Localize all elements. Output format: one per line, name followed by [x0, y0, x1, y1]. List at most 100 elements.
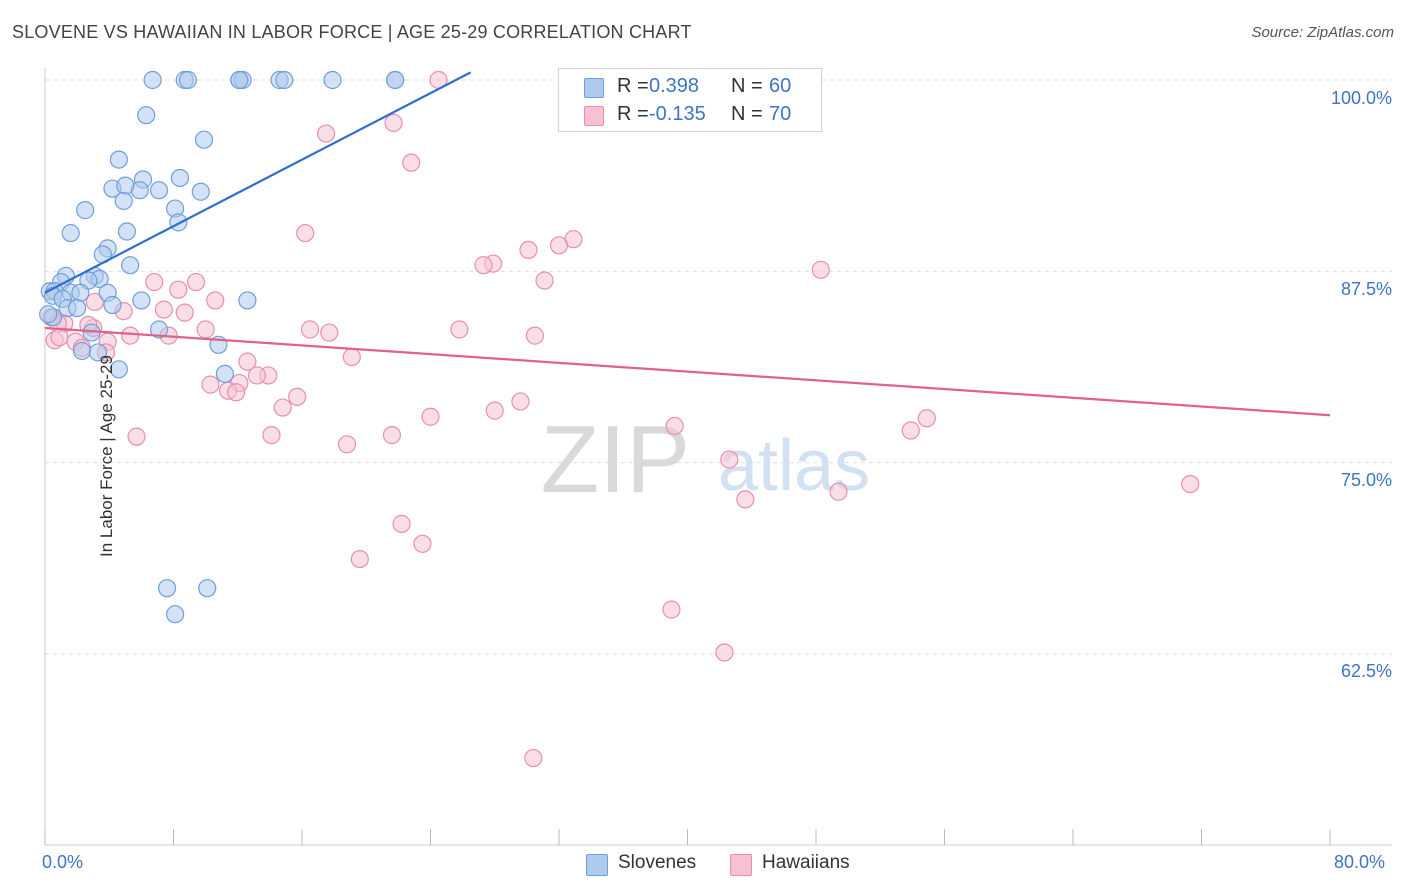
slovenes-point	[386, 70, 405, 90]
hawaiians-point	[300, 320, 320, 339]
hawaiians-point	[384, 113, 403, 132]
hawaiians-point	[450, 320, 469, 339]
hawaiians-point	[917, 409, 936, 428]
slovenes-point	[114, 191, 133, 211]
hawaiians-point	[206, 291, 225, 310]
bottom-legend-label-hawaiians: Hawaiians	[762, 852, 850, 873]
legend-row-slovenes: R = 0.398 N = 60	[559, 71, 821, 101]
slovenes-point	[109, 150, 128, 169]
slovenes-point	[215, 364, 234, 383]
hawaiians-point	[350, 549, 369, 569]
hawaiians-point	[247, 366, 267, 385]
hawaiians-trend-line	[44, 326, 1331, 417]
hawaiians-point	[519, 240, 538, 260]
slovenes-point	[323, 70, 342, 90]
hawaiians-point	[288, 387, 307, 406]
hawaiians-point	[154, 300, 173, 319]
hawaiians-point	[402, 153, 421, 172]
legend-n-label: N =	[731, 103, 763, 125]
hawaiians-point	[511, 392, 530, 411]
hawaiians-point	[342, 347, 361, 367]
hawaiians-point	[715, 643, 734, 662]
slovenes-point	[166, 605, 185, 624]
x-tick-label-max: 80.0%	[1334, 852, 1386, 872]
legend-r-value: 0.398	[649, 75, 700, 97]
slovenes-point	[117, 222, 137, 241]
legend-n-label: N =	[731, 75, 763, 97]
bottom-legend-swatch-slovenes	[586, 854, 608, 876]
hawaiians-point	[392, 514, 411, 533]
bottom-legend-swatch-hawaiians	[730, 854, 752, 876]
y-tick-label-62-5: 62.5%	[1340, 661, 1392, 681]
slovenes-point	[238, 291, 257, 310]
slovenes-point	[68, 298, 87, 318]
hawaiians-point	[736, 490, 755, 509]
axes	[44, 68, 1392, 846]
hawaiians-point	[238, 352, 257, 371]
hawaiians-point	[201, 375, 220, 394]
watermark-zip: ZIP	[541, 406, 690, 513]
hawaiians-point	[273, 398, 292, 417]
slovenes-point	[169, 213, 188, 232]
hawaiians-point	[413, 534, 432, 553]
hawaiians-point	[662, 600, 681, 619]
hawaiians-point	[720, 450, 739, 469]
y-tick-label-87-5: 87.5%	[1340, 279, 1392, 299]
hawaiians-point	[549, 236, 569, 255]
stats-legend: R = 0.398 N = 60 R = -0.135 N = 70	[558, 68, 822, 132]
x-tick-label-min: 0.0%	[42, 852, 84, 872]
slovenes-point	[132, 291, 151, 310]
hawaiians-point	[525, 326, 545, 345]
legend-row-hawaiians: R = -0.135 N = 70	[559, 99, 821, 129]
slovenes-point	[103, 295, 122, 315]
legend-r-label: R =	[617, 103, 649, 125]
hawaiians-point	[262, 426, 281, 445]
hawaiians-point	[829, 482, 848, 501]
legend-swatch-slovenes	[584, 78, 604, 98]
hawaiians-point	[50, 328, 69, 347]
slovenes-point	[109, 360, 128, 379]
watermark: ZIP atlas	[541, 406, 870, 513]
hawaiians-point	[169, 280, 188, 299]
hawaiians-point	[811, 260, 830, 279]
hawaiians-point	[337, 435, 357, 454]
slovenes-point	[178, 70, 198, 90]
source-label: Source: ZipAtlas.com	[1251, 24, 1394, 41]
slovenes-point	[194, 130, 214, 149]
hawaiians-point	[421, 407, 440, 426]
hawaiians-point	[127, 427, 146, 446]
hawaiians-point	[474, 256, 493, 275]
hawaiians-point	[316, 124, 336, 143]
legend-r-label: R =	[617, 75, 649, 97]
legend-swatch-hawaiians	[584, 106, 604, 126]
hawaiians-point	[320, 323, 339, 342]
legend-r-value: -0.135	[649, 103, 706, 125]
slovenes-point	[149, 320, 169, 339]
slovenes-trend-line	[44, 71, 472, 294]
slovenes-point	[143, 70, 162, 90]
hawaiians-point	[186, 272, 206, 292]
legend-n-value: 60	[769, 75, 792, 97]
slovenes-point	[230, 70, 249, 90]
y-tick-label-100: 100.0%	[1330, 88, 1392, 108]
y-tick-label-75: 75.0%	[1340, 470, 1392, 490]
slovenes-point	[121, 256, 140, 275]
hawaiians-point	[485, 401, 504, 420]
slovenes-point	[198, 579, 217, 598]
hawaiians-point	[296, 223, 315, 243]
slovenes-point	[157, 579, 177, 598]
hawaiians-point	[382, 426, 402, 445]
slovenes-point	[275, 70, 294, 90]
hawaiians-point	[175, 303, 194, 322]
slovenes-point	[191, 182, 210, 201]
trend-lines	[44, 71, 1331, 417]
hawaiians-point	[145, 272, 164, 292]
hawaiians-point	[524, 748, 543, 768]
slovenes-point	[71, 283, 90, 302]
slovenes-point	[39, 305, 58, 324]
slovenes-point	[149, 181, 169, 200]
hawaiians-point	[535, 271, 554, 290]
slovenes-point	[137, 106, 156, 125]
legend-n-value: 70	[769, 103, 792, 125]
